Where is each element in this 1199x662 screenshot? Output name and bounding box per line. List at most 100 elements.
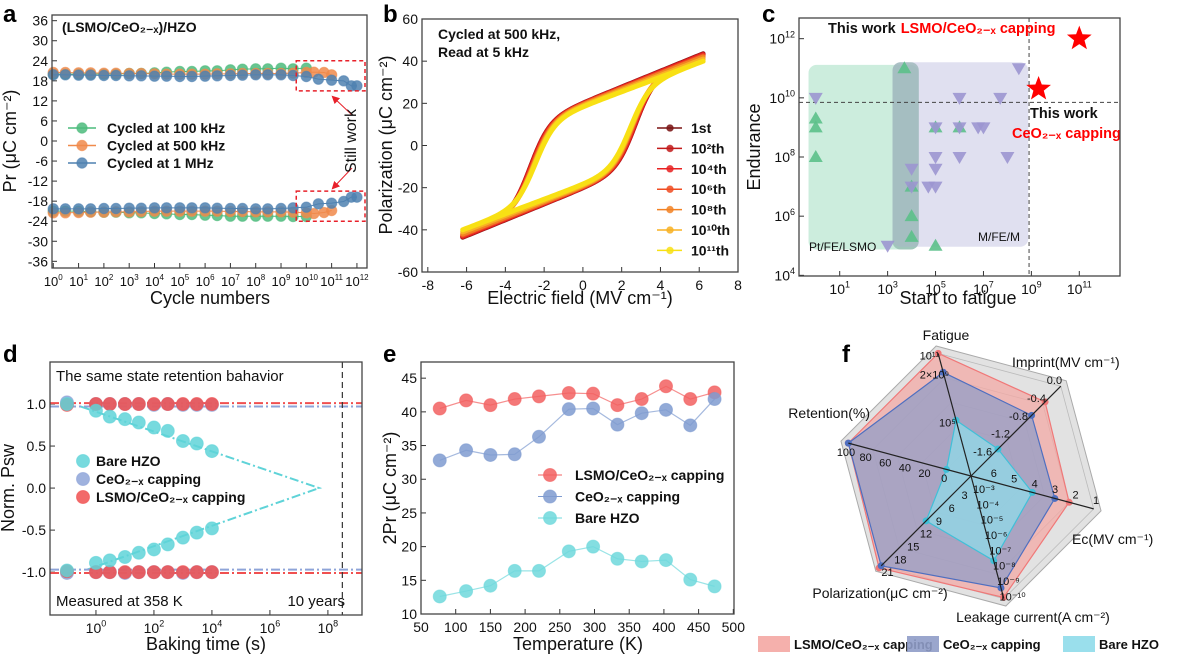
- x-tick-label: 103: [877, 280, 898, 297]
- data-point: [148, 70, 161, 82]
- x-tick-label: 350: [618, 619, 642, 635]
- panel-label-c: c: [762, 1, 775, 28]
- radar-tick-label: 2×10⁹: [920, 370, 950, 382]
- data-point: [204, 444, 219, 459]
- legend-label: LSMO/CeO₂₋ₓ capping: [575, 467, 724, 483]
- radar-tick-label: -0.8: [1009, 411, 1028, 423]
- data-point: [47, 203, 59, 215]
- tick-base: 10: [318, 620, 334, 636]
- x-axis-label: Cycle numbers: [150, 288, 270, 308]
- legend-label: 10¹¹th: [691, 242, 729, 258]
- data-point: [586, 386, 601, 401]
- y-axis-label: Endurance: [744, 103, 764, 190]
- radar-axis-label: Imprint(MV cm⁻¹): [1012, 354, 1120, 370]
- data-point: [250, 203, 262, 215]
- radar-tick-label: 5: [1011, 473, 1017, 485]
- data-point: [160, 397, 175, 412]
- tick-exponent: 8: [790, 148, 795, 158]
- x-tick-label: 0: [579, 277, 587, 293]
- panel-label-f: f: [842, 341, 851, 368]
- data-point: [186, 70, 198, 83]
- data-point: [189, 436, 204, 451]
- y-tick-label: 40: [402, 53, 418, 69]
- data-point: [102, 397, 117, 412]
- data-point: [211, 70, 223, 82]
- legend-label: CeO₂₋ₓ capping: [96, 471, 201, 487]
- data-point: [174, 70, 186, 83]
- legend-marker: [76, 122, 88, 134]
- series-line: [439, 385, 715, 410]
- radar-tick-label: 6: [949, 503, 955, 515]
- x-tick-label: 103: [120, 273, 139, 289]
- panel-d-plot: The same state retention bahavior Measure…: [50, 362, 362, 615]
- tick-exponent: 10: [309, 273, 318, 282]
- tick-exponent: 4: [790, 266, 795, 276]
- x-axis-label: Baking time (s): [146, 634, 266, 654]
- x-tick-label: 8: [734, 277, 742, 293]
- y-tick-label: -12: [28, 173, 48, 189]
- data-point: [483, 447, 498, 462]
- tick-exponent: 10: [785, 89, 795, 99]
- y-tick-label: -1.0: [22, 564, 46, 580]
- radar-tick-label: 60: [879, 457, 891, 469]
- series-line: [439, 398, 716, 461]
- triangle-down-marker: [1000, 152, 1015, 165]
- data-point: [59, 69, 72, 81]
- data-point: [707, 579, 722, 594]
- x-tick-label: 100: [44, 273, 63, 289]
- x-tick-label: 100: [86, 619, 107, 636]
- data-point: [204, 565, 219, 580]
- data-point: [610, 398, 625, 413]
- radar-axis: [970, 475, 1005, 599]
- data-point: [312, 73, 325, 85]
- data-point: [102, 409, 117, 424]
- y-tick-label: 15: [401, 572, 417, 588]
- tick-base: 10: [320, 274, 334, 289]
- y-tick-label: 45: [401, 370, 417, 386]
- this-work-text: This work: [828, 21, 897, 37]
- tick-base: 10: [345, 274, 359, 289]
- tick-base: 10: [774, 267, 790, 283]
- triangle-down-marker: [928, 122, 943, 135]
- tick-base: 10: [120, 274, 134, 289]
- triangle-up-marker: [808, 111, 823, 124]
- tick-exponent: 9: [286, 273, 291, 282]
- radar-axis-label: Polarization(μC cm⁻²): [812, 585, 947, 601]
- data-point: [110, 69, 122, 82]
- data-point: [610, 551, 625, 566]
- x-tick-label: 108: [246, 273, 265, 289]
- x-tick-label: 150: [479, 619, 503, 635]
- legend-marker: [666, 144, 674, 153]
- triangle-down-marker: [976, 122, 991, 135]
- data-point: [131, 545, 146, 560]
- y-tick-label: -60: [398, 264, 418, 280]
- tick-exponent: 9: [1037, 280, 1042, 290]
- legend-marker: [666, 124, 674, 132]
- data-point: [351, 80, 363, 92]
- data-point: [146, 565, 161, 580]
- tick-base: 10: [272, 274, 286, 289]
- radar-tick-label: 10⁻⁵: [981, 515, 1004, 527]
- radar-tick-label: 10⁻⁷: [989, 545, 1011, 557]
- tick-base: 10: [973, 281, 989, 297]
- radar-tick-label: 100: [837, 447, 855, 459]
- y-tick-label: 10: [401, 606, 417, 622]
- radar-tick-label: 10⁻⁴: [977, 499, 1000, 511]
- tick-base: 10: [246, 274, 260, 289]
- data-point: [224, 202, 237, 215]
- triangle-down-marker: [952, 92, 967, 105]
- legend-label: Bare HZO: [96, 453, 161, 469]
- radar-axis-label: Leakage current(A cm⁻²): [956, 609, 1110, 625]
- radar-tick-label: -1.6: [973, 447, 992, 459]
- x-tick-label: 400: [652, 619, 676, 635]
- x-tick-label: -8: [422, 277, 435, 293]
- y-tick-label: 0.0: [27, 480, 47, 496]
- data-point: [98, 69, 110, 82]
- legend-label: 10⁸th: [691, 202, 726, 218]
- tick-base: 10: [1067, 281, 1083, 297]
- tick-base: 10: [44, 274, 58, 289]
- tick-exponent: 6: [210, 273, 215, 282]
- data-point: [189, 397, 204, 412]
